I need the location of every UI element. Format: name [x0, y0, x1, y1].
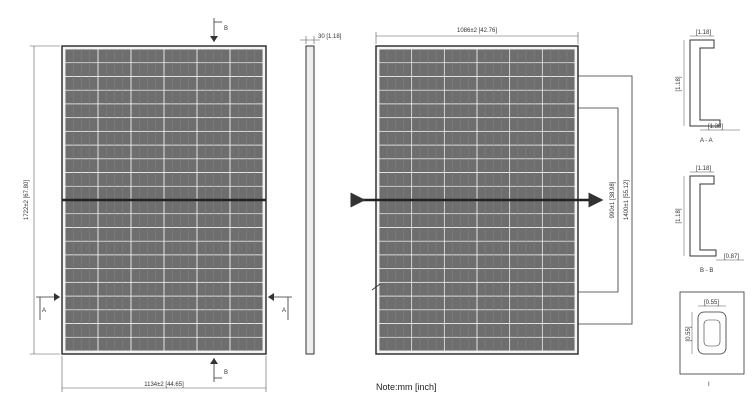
section-b-label-bottom: B [224, 370, 228, 376]
front-height-dimension: 1722±2 [67.80] [24, 45, 60, 355]
section-a-detail: [1.18] [1.18] [1.38] A - A [676, 30, 740, 144]
mount-bracket-inner [578, 107, 619, 293]
mount-inner-label: 990±1 [38.98] [610, 181, 616, 218]
section-marker-b-top: B [210, 18, 228, 42]
section-a-height-label: [1.18] [676, 76, 682, 91]
junction-hole [697, 311, 727, 355]
section-a-top-label: [1.18] [696, 30, 711, 36]
section-a-caption: A - A [700, 138, 713, 144]
section-b-detail: [1.18] [1.18] [0.87] B - B [676, 166, 744, 274]
junction-side-label: [0.55] [686, 326, 692, 341]
section-marker-b-bottom: B [210, 358, 228, 382]
mount-outer-label: 1400±1 [55.12] [624, 180, 630, 220]
section-b-label-top: B [224, 26, 228, 32]
back-width-dimension: 1086±2 [42.76] [375, 28, 579, 44]
section-b-top-label: [1.18] [696, 166, 711, 172]
section-b-caption: B - B [700, 268, 713, 274]
front-width-label: 1134±2 [44.65] [144, 382, 184, 388]
junction-caption: I [708, 382, 710, 388]
mount-bracket-outer [578, 75, 633, 325]
front-height-label: 1722±2 [67.80] [24, 180, 30, 220]
section-b-height-label: [1.18] [676, 208, 682, 223]
side-view: 30 [1.18] [300, 34, 342, 355]
section-marker-a-right: A [268, 293, 292, 320]
section-marker-a-left: A [36, 293, 60, 320]
side-frame [305, 45, 315, 355]
section-a-label-right: A [282, 308, 286, 314]
junction-detail: [0.55] [0.55] I [679, 291, 745, 388]
side-thickness-label: 30 [1.18] [318, 34, 342, 40]
back-view: 990±1 [38.98] 1400±1 [55.12] [350, 45, 633, 355]
section-a-base-label: [1.38] [708, 124, 723, 130]
front-width-dimension: 1134±2 [44.65] [61, 356, 267, 392]
section-a-profile [689, 39, 721, 127]
section-b-base-label: [0.87] [724, 254, 739, 260]
junction-top-label: [0.55] [704, 300, 719, 306]
section-a-label-left: A [42, 308, 46, 314]
units-note: Note:mm [inch] [376, 382, 437, 392]
junction-outer [679, 291, 745, 375]
front-view [61, 45, 267, 355]
section-b-profile [689, 175, 717, 257]
back-cell-grid [379, 49, 575, 351]
back-width-label: 1086±2 [42.76] [457, 28, 497, 34]
